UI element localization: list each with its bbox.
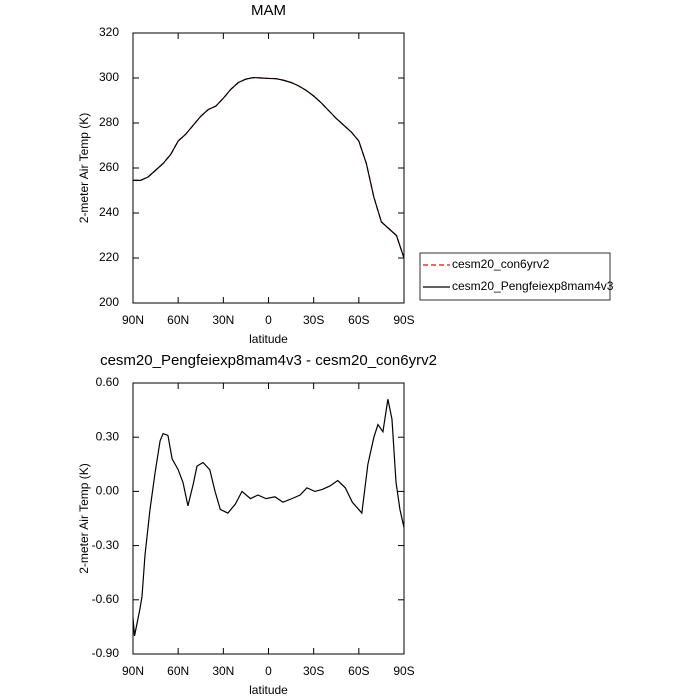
y-tick-label: -0.30	[92, 538, 120, 552]
x-tick-label: 0	[265, 664, 272, 678]
x-tick-label: 30N	[212, 664, 234, 678]
x-tick-label: 30S	[303, 313, 324, 327]
line	[132, 399, 405, 637]
y-tick-label: -0.90	[92, 646, 120, 660]
chart-title: MAM	[251, 2, 286, 19]
plot-frame	[132, 382, 405, 655]
x-tick-label: 60S	[348, 313, 369, 327]
y-tick-label: 200	[99, 295, 119, 309]
line	[133, 76, 405, 259]
y-tick-label: 240	[99, 205, 119, 219]
x-axis-label: latitude	[249, 332, 288, 346]
y-tick-label: 300	[99, 70, 119, 84]
legend-label: cesm20_Pengfeiexp8mam4v3	[452, 279, 614, 293]
legend-box	[419, 252, 611, 301]
y-tick-label: 0.60	[96, 375, 120, 389]
y-axis-label: 2-meter Air Temp (K)	[77, 113, 91, 223]
x-tick-label: 90S	[393, 313, 414, 327]
y-tick-label: -0.60	[92, 592, 120, 606]
x-tick-label: 60N	[167, 313, 189, 327]
x-axis-label: latitude	[249, 683, 288, 697]
y-tick-label: 320	[99, 25, 119, 39]
y-tick-label: 260	[99, 160, 119, 174]
x-tick-label: 60N	[167, 664, 189, 678]
chart-title: cesm20_Pengfeiexp8mam4v3 - cesm20_con6yr…	[100, 352, 437, 369]
y-tick-label: 220	[99, 250, 119, 264]
line	[133, 76, 405, 259]
x-tick-label: 90N	[122, 664, 144, 678]
x-tick-label: 30N	[212, 313, 234, 327]
x-tick-label: 90S	[393, 664, 414, 678]
y-tick-label: 280	[99, 115, 119, 129]
x-tick-label: 90N	[122, 313, 144, 327]
y-tick-label: 0.00	[96, 484, 120, 498]
y-tick-label: 0.30	[96, 429, 120, 443]
x-tick-label: 60S	[348, 664, 369, 678]
plot-frame	[132, 32, 405, 304]
y-axis-label: 2-meter Air Temp (K)	[77, 463, 91, 573]
x-tick-label: 30S	[303, 664, 324, 678]
x-tick-label: 0	[265, 313, 272, 327]
legend-label: cesm20_con6yrv2	[452, 257, 550, 271]
